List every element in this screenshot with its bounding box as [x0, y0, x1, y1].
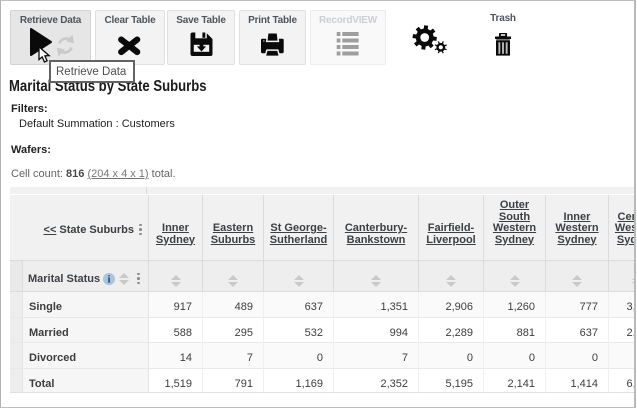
svg-text:i: i [108, 274, 111, 285]
